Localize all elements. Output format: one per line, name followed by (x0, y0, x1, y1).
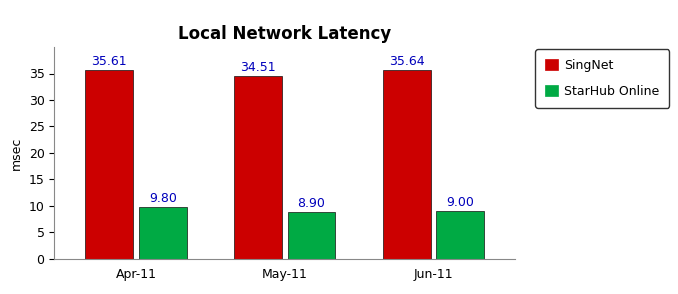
Text: 9.80: 9.80 (149, 192, 177, 205)
Text: 9.00: 9.00 (446, 196, 474, 209)
Bar (85, 70, 133, 259)
Text: 35.61: 35.61 (92, 55, 127, 68)
Bar (437, 211, 484, 259)
Bar (139, 207, 186, 259)
Text: 35.64: 35.64 (389, 55, 424, 68)
Bar (234, 76, 282, 259)
Legend: SingNet, StarHub Online: SingNet, StarHub Online (536, 49, 669, 108)
Title: Local Network Latency: Local Network Latency (178, 25, 391, 43)
Bar (383, 70, 431, 259)
Text: 34.51: 34.51 (240, 61, 276, 74)
Text: 8.90: 8.90 (298, 196, 325, 210)
Y-axis label: msec: msec (10, 136, 23, 170)
Bar (287, 212, 336, 259)
